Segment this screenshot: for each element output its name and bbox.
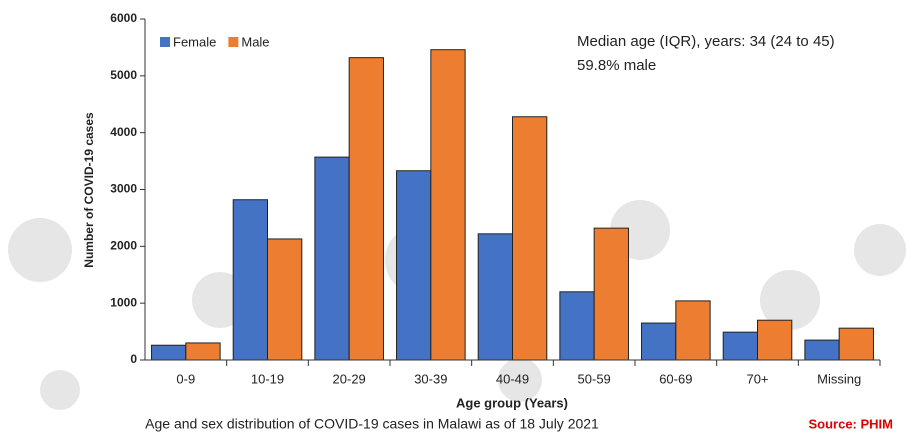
x-tick-label: 70+ xyxy=(746,371,768,386)
source: Source: PHIM xyxy=(808,416,893,431)
bar xyxy=(430,49,466,361)
bar xyxy=(757,319,793,361)
legend-label: Male xyxy=(241,34,269,49)
bar xyxy=(675,300,711,361)
caption: Age and sex distribution of COVID-19 cas… xyxy=(145,416,599,432)
bar xyxy=(185,342,221,361)
y-tick-label: 6000 xyxy=(110,11,137,25)
y-tick-label: 1000 xyxy=(110,295,137,309)
bar xyxy=(593,227,629,361)
bar xyxy=(151,344,187,361)
bar xyxy=(722,331,759,361)
bar xyxy=(838,327,874,361)
legend-swatch xyxy=(228,37,239,47)
bar xyxy=(804,339,840,361)
bar xyxy=(348,57,384,361)
bar xyxy=(267,238,303,361)
y-tick-label: 0 xyxy=(130,352,137,366)
x-tick-label: 40-49 xyxy=(496,371,529,386)
bar xyxy=(641,322,677,361)
y-axis-label: Number of COVID-19 cases xyxy=(82,112,96,268)
y-tick-label: 3000 xyxy=(110,182,137,196)
bar xyxy=(232,199,268,361)
x-tick-label: 10-19 xyxy=(251,371,284,386)
y-tick-label: 2000 xyxy=(110,239,137,253)
x-tick-label: 20-29 xyxy=(333,371,366,386)
y-tick-label: 5000 xyxy=(110,68,137,82)
bar xyxy=(512,116,548,361)
bar xyxy=(396,170,432,361)
bar xyxy=(314,156,350,361)
legend-label: Female xyxy=(173,34,216,49)
x-tick-label: 50-59 xyxy=(578,371,611,386)
annotation: 59.8% male xyxy=(577,57,656,74)
y-tick-label: 4000 xyxy=(110,125,137,139)
x-tick-label: 0-9 xyxy=(176,371,195,386)
annotation: Median age (IQR), years: 34 (24 to 45) xyxy=(577,33,835,50)
x-tick-label: 60-69 xyxy=(659,371,692,386)
legend-swatch xyxy=(160,37,170,47)
x-tick-label: Missing xyxy=(817,371,861,386)
bar xyxy=(559,291,595,361)
x-tick-label: 30-39 xyxy=(414,371,447,386)
x-axis-label: Age group (Years) xyxy=(456,395,568,410)
bar xyxy=(477,233,514,361)
